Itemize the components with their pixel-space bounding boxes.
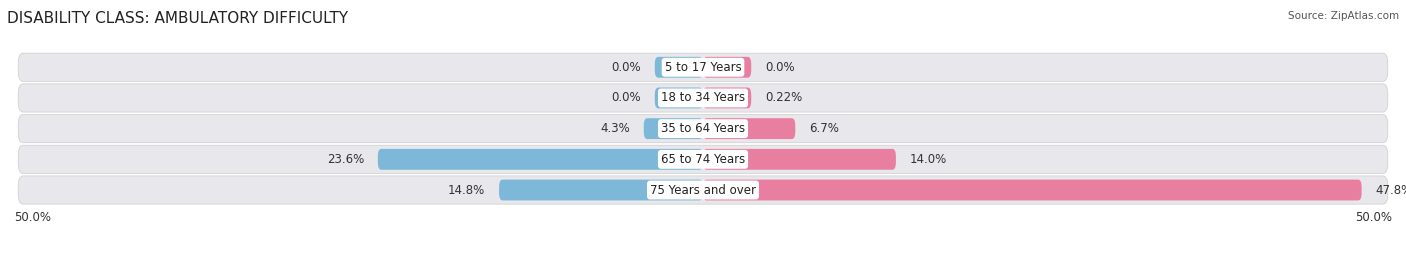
Text: 50.0%: 50.0% xyxy=(1355,211,1392,225)
Text: 47.8%: 47.8% xyxy=(1375,184,1406,196)
FancyBboxPatch shape xyxy=(655,57,703,78)
FancyBboxPatch shape xyxy=(18,53,1388,81)
Text: DISABILITY CLASS: AMBULATORY DIFFICULTY: DISABILITY CLASS: AMBULATORY DIFFICULTY xyxy=(7,11,349,26)
FancyBboxPatch shape xyxy=(655,88,703,108)
Text: 0.0%: 0.0% xyxy=(765,61,794,74)
FancyBboxPatch shape xyxy=(703,57,751,78)
FancyBboxPatch shape xyxy=(644,118,703,139)
Text: 4.3%: 4.3% xyxy=(600,122,630,135)
FancyBboxPatch shape xyxy=(703,149,896,170)
Text: 0.22%: 0.22% xyxy=(765,91,803,105)
Text: 75 Years and over: 75 Years and over xyxy=(650,184,756,196)
Text: 5 to 17 Years: 5 to 17 Years xyxy=(665,61,741,74)
Text: 0.0%: 0.0% xyxy=(612,91,641,105)
FancyBboxPatch shape xyxy=(703,88,751,108)
Text: 23.6%: 23.6% xyxy=(326,153,364,166)
Text: 6.7%: 6.7% xyxy=(808,122,839,135)
Text: 35 to 64 Years: 35 to 64 Years xyxy=(661,122,745,135)
Text: Source: ZipAtlas.com: Source: ZipAtlas.com xyxy=(1288,11,1399,21)
Text: 18 to 34 Years: 18 to 34 Years xyxy=(661,91,745,105)
FancyBboxPatch shape xyxy=(18,145,1388,173)
FancyBboxPatch shape xyxy=(499,180,703,200)
Text: 14.0%: 14.0% xyxy=(910,153,946,166)
Text: 14.8%: 14.8% xyxy=(449,184,485,196)
FancyBboxPatch shape xyxy=(703,180,1361,200)
Text: 65 to 74 Years: 65 to 74 Years xyxy=(661,153,745,166)
FancyBboxPatch shape xyxy=(703,118,796,139)
FancyBboxPatch shape xyxy=(378,149,703,170)
FancyBboxPatch shape xyxy=(18,114,1388,143)
Legend: Male, Female: Male, Female xyxy=(641,264,765,268)
FancyBboxPatch shape xyxy=(18,84,1388,112)
FancyBboxPatch shape xyxy=(18,176,1388,204)
Text: 0.0%: 0.0% xyxy=(612,61,641,74)
Text: 50.0%: 50.0% xyxy=(14,211,51,225)
